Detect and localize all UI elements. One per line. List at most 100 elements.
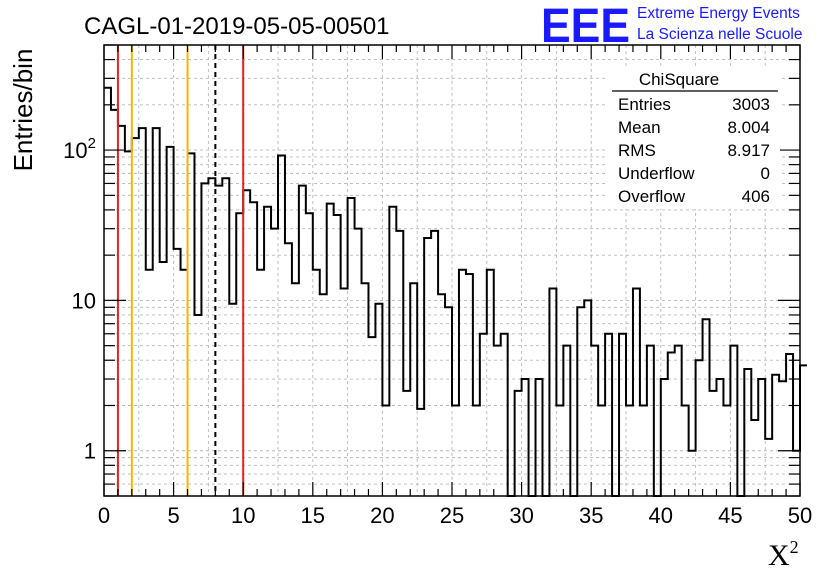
- histogram-bin: [605, 334, 612, 496]
- logo-line2: La Scienza nelle Scuole: [637, 26, 802, 43]
- histogram-bin: [410, 283, 417, 496]
- histogram-bin: [292, 283, 299, 496]
- histogram-bin: [375, 304, 382, 496]
- stats-box-bg: [608, 66, 780, 209]
- x-tick-label: 20: [370, 503, 394, 528]
- x-tick-label: 35: [579, 503, 603, 528]
- histogram-bin: [577, 307, 584, 496]
- histogram-bin: [556, 405, 563, 496]
- histogram-bin: [167, 147, 174, 496]
- histogram-bin: [522, 379, 529, 496]
- x-tick-label: 15: [301, 503, 325, 528]
- histogram-bin: [111, 110, 118, 496]
- histogram-bin: [772, 375, 779, 496]
- histogram-bin: [250, 202, 257, 496]
- histogram-bin: [125, 151, 132, 496]
- x-tick-label: 40: [649, 503, 673, 528]
- histogram-bin: [591, 346, 598, 496]
- histogram-bin: [201, 183, 208, 496]
- histogram-bin: [723, 405, 730, 496]
- histogram-bin: [403, 391, 410, 496]
- histogram-bin: [675, 346, 682, 496]
- histogram: [104, 86, 807, 497]
- histogram-bin: [139, 128, 146, 496]
- histogram-bin: [341, 289, 348, 496]
- histogram-bin: [355, 229, 362, 496]
- histogram-bin: [445, 307, 452, 496]
- histogram-bin: [549, 289, 556, 496]
- histogram-bin: [257, 270, 264, 496]
- histogram-bin: [271, 229, 278, 496]
- stats-row-value: 0: [761, 164, 770, 183]
- histogram-bin: [696, 360, 703, 496]
- histogram-bin: [633, 289, 640, 496]
- stats-rows: Entries 3003 Mean 8.004 RMS 8.917 Underflow 0 Ov…: [618, 95, 770, 206]
- y-tick-label: 102: [63, 135, 96, 163]
- histogram-bin: [703, 319, 710, 496]
- histogram-bin: [215, 186, 222, 496]
- stats-row-label: Entries: [618, 95, 671, 114]
- x-tick-label: 5: [167, 503, 179, 528]
- stats-row-value: 8.004: [727, 118, 770, 137]
- histogram-bin: [306, 213, 313, 496]
- y-tick-label-exp: 2: [88, 135, 96, 152]
- histogram-bin: [188, 153, 195, 496]
- histogram-bin: [389, 207, 396, 496]
- chart-title: CAGL-01-2019-05-05-00501: [84, 13, 390, 40]
- histogram-bin: [153, 128, 160, 496]
- histogram-bin: [598, 405, 605, 496]
- histogram-bin: [236, 213, 243, 496]
- histogram-bin: [146, 270, 153, 496]
- x-tick-label: 0: [98, 503, 110, 528]
- histogram-bin: [786, 354, 793, 496]
- histogram-bin: [466, 274, 473, 496]
- histogram-bin: [494, 346, 501, 496]
- histogram-bin: [758, 379, 765, 496]
- histogram-bin: [626, 405, 633, 496]
- histogram-bin: [382, 405, 389, 496]
- histogram-bin: [501, 334, 508, 496]
- marker-lines: [116, 45, 245, 496]
- histogram-bin: [320, 294, 327, 496]
- histogram-bin: [327, 204, 334, 496]
- histogram-bin: [640, 405, 647, 496]
- logo-line1: Extreme Energy Events: [637, 5, 800, 22]
- histogram-bin: [487, 270, 494, 496]
- histogram-bin: [584, 300, 591, 496]
- histogram-bin: [229, 304, 236, 496]
- histogram-bin: [619, 334, 626, 496]
- logo-letters: EEE: [541, 0, 630, 53]
- histogram-bin: [417, 409, 424, 496]
- histogram-bin: [480, 334, 487, 496]
- histogram-bin: [181, 270, 188, 496]
- histogram-bin: [278, 156, 285, 496]
- histogram-bin: [104, 88, 111, 496]
- stats-row-label: Overflow: [618, 187, 686, 206]
- histogram-bin: [174, 249, 181, 496]
- stats-row-value: 3003: [732, 95, 770, 114]
- histogram-bin: [431, 231, 438, 496]
- histogram-bin: [800, 365, 807, 496]
- stats-row-label: Mean: [618, 118, 661, 137]
- histogram-bin: [452, 405, 459, 496]
- stats-row-value: 406: [742, 187, 770, 206]
- histogram-bin: [751, 420, 758, 496]
- x-tick-label: 50: [788, 503, 812, 528]
- histogram-bin: [473, 405, 480, 496]
- histogram-bin: [716, 379, 723, 496]
- histogram-bin: [536, 379, 543, 496]
- histogram-bin: [334, 215, 341, 496]
- histogram-bin: [647, 346, 654, 496]
- stats-box-title: ChiSquare: [639, 70, 719, 89]
- histogram-bin: [299, 186, 306, 496]
- x-axis-label-exp: 2: [790, 537, 799, 557]
- y-tick-label-base: 10: [63, 138, 87, 163]
- histogram-bin: [396, 231, 403, 496]
- histogram-bin: [668, 353, 675, 496]
- histogram-bin: [515, 391, 522, 496]
- y-tick-label-base: 1: [84, 439, 96, 464]
- stats-row-label: RMS: [618, 141, 656, 160]
- histogram-bin: [710, 391, 717, 496]
- x-tick-label: 30: [509, 503, 533, 528]
